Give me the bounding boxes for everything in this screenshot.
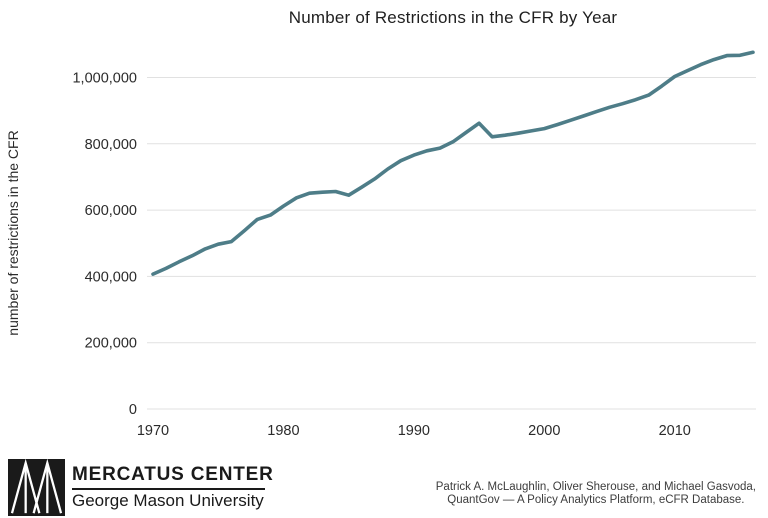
mercatus-triangles-icon (8, 459, 65, 516)
logo-university-name: George Mason University (72, 491, 264, 511)
y-tick-label: 800,000 (85, 137, 137, 153)
y-tick-label: 400,000 (85, 269, 137, 285)
attribution-line-2: QuantGov — A Policy Analytics Platform, … (447, 493, 745, 506)
x-tick-label: 1990 (398, 423, 430, 439)
chart-title: Number of Restrictions in the CFR by Yea… (288, 8, 618, 27)
footer: MERCATUS CENTER George Mason University … (0, 456, 768, 518)
y-tick-label: 600,000 (85, 203, 137, 219)
line-series-restrictions (151, 50, 755, 276)
y-tick-label: 1,000,000 (72, 71, 137, 87)
line-chart-plot: 0 200,000 400,000 600,000 800,000 1,000,000 19… (72, 50, 756, 439)
mercatus-logo: MERCATUS CENTER George Mason University (8, 459, 274, 516)
y-tick-label: 200,000 (85, 336, 137, 352)
x-tick-label: 2000 (528, 423, 560, 439)
x-tick-label: 2010 (659, 423, 691, 439)
x-tick-label: 1980 (267, 423, 299, 439)
y-tick-label: 0 (129, 402, 137, 418)
attribution-line-1: Patrick A. McLaughlin, Oliver Sherouse, … (435, 481, 756, 494)
x-tick-label: 1970 (137, 423, 169, 439)
logo-text: MERCATUS CENTER George Mason University (72, 464, 274, 511)
logo-divider (72, 488, 265, 491)
logo-org-name: MERCATUS CENTER (72, 464, 274, 486)
attribution-text: Patrick A. McLaughlin, Oliver Sherouse, … (436, 481, 756, 506)
